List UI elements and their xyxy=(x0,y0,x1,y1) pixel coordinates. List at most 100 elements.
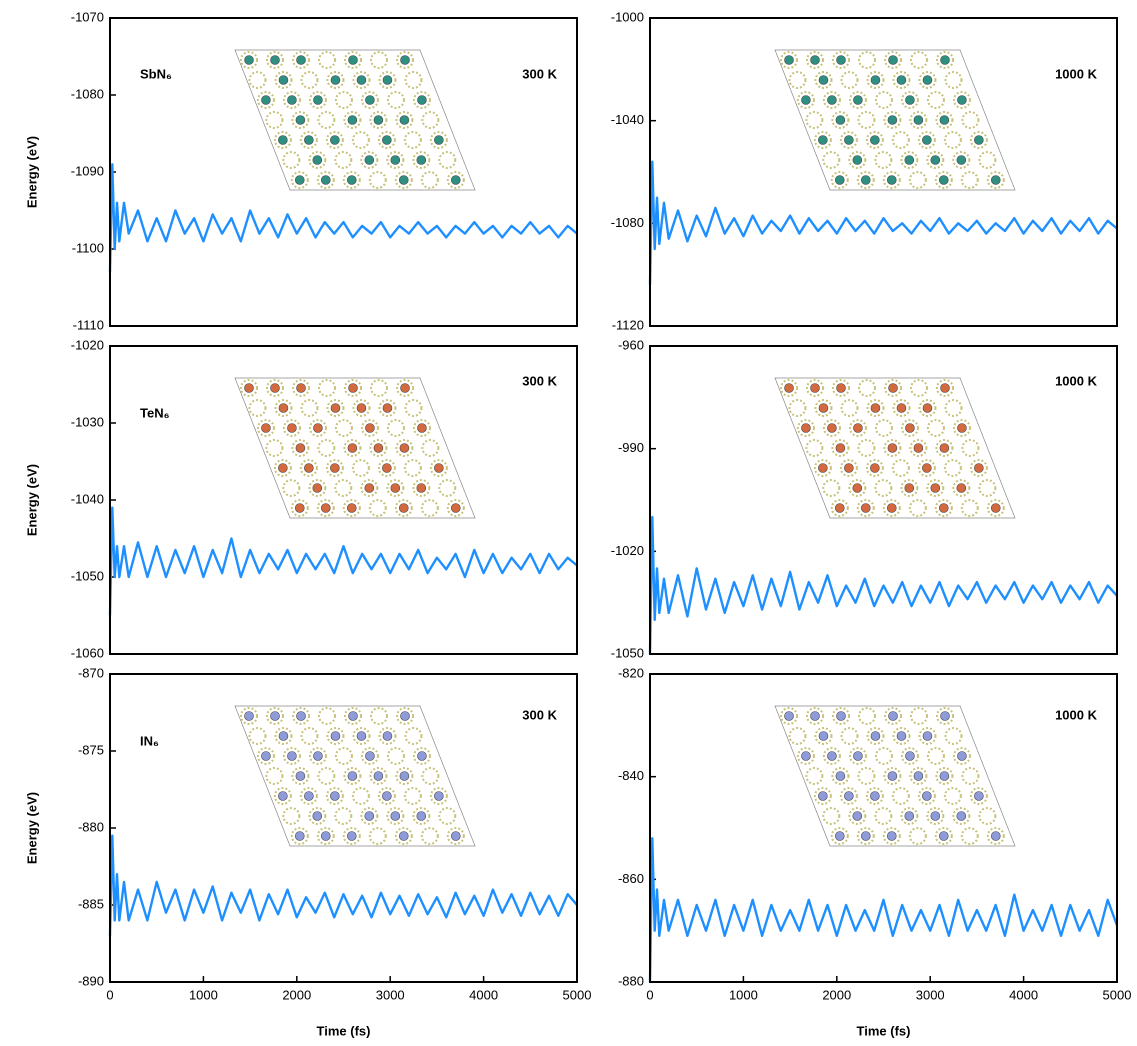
atom xyxy=(382,403,393,413)
material-label: IN₆ xyxy=(140,733,159,748)
atom xyxy=(313,95,323,105)
ring xyxy=(943,787,962,805)
ring xyxy=(926,91,945,109)
ring xyxy=(944,71,963,89)
atom xyxy=(296,55,306,65)
atom xyxy=(870,135,880,145)
atom xyxy=(887,115,898,125)
ring xyxy=(796,747,815,765)
ring xyxy=(856,499,875,517)
ring xyxy=(377,131,396,149)
atom xyxy=(346,831,357,841)
atom xyxy=(990,175,1001,185)
ring xyxy=(936,707,954,725)
y-axis-label: Energy (eV) xyxy=(24,792,39,864)
ring xyxy=(446,499,465,517)
ring xyxy=(952,151,971,169)
ring xyxy=(290,171,309,189)
atom xyxy=(278,75,289,85)
atom xyxy=(348,55,358,65)
ring xyxy=(292,707,310,725)
atom xyxy=(382,135,392,145)
atom xyxy=(382,463,392,473)
atom xyxy=(417,95,427,105)
ring xyxy=(317,767,336,785)
atom xyxy=(294,503,305,513)
plot-frame xyxy=(109,673,578,983)
atom xyxy=(399,443,410,453)
ring xyxy=(814,399,833,417)
ring xyxy=(918,727,937,745)
y-tick-label: -880 xyxy=(618,973,644,988)
y-tick-label: -1000 xyxy=(611,9,644,24)
ring xyxy=(848,807,867,825)
ring xyxy=(926,747,945,765)
ring xyxy=(352,399,371,417)
atom xyxy=(957,95,967,105)
atom xyxy=(938,503,949,513)
atom xyxy=(346,175,357,185)
ring xyxy=(342,171,361,189)
atom xyxy=(295,115,306,125)
ring xyxy=(421,767,440,785)
ring xyxy=(943,131,962,149)
atom xyxy=(398,175,409,185)
atom xyxy=(278,403,289,413)
ring xyxy=(290,499,309,517)
ring xyxy=(273,787,292,805)
structure-inset xyxy=(774,49,1016,191)
ring xyxy=(291,767,310,785)
ring xyxy=(788,71,807,89)
atom xyxy=(922,75,933,85)
ring xyxy=(394,827,413,845)
ring xyxy=(256,91,275,109)
ring xyxy=(412,91,431,109)
ring xyxy=(403,459,422,477)
y-tick-label: -1030 xyxy=(71,414,104,429)
atom xyxy=(364,483,375,493)
energy-line xyxy=(108,163,578,273)
ring xyxy=(891,131,910,149)
atom xyxy=(810,55,820,65)
ring xyxy=(943,459,962,477)
ring xyxy=(908,827,927,845)
ring xyxy=(344,51,362,69)
atom xyxy=(853,751,863,761)
plot-frame xyxy=(649,673,1118,983)
ring xyxy=(377,459,396,477)
ring xyxy=(368,827,387,845)
ring xyxy=(343,111,362,129)
ring xyxy=(908,171,927,189)
ring xyxy=(780,707,798,725)
ring xyxy=(813,131,832,149)
atom xyxy=(810,383,820,393)
ring xyxy=(839,459,858,477)
y-tick-label: -840 xyxy=(618,768,644,783)
atom xyxy=(922,403,933,413)
atom xyxy=(860,831,871,841)
ring xyxy=(360,479,379,497)
atom xyxy=(295,443,306,453)
ring xyxy=(438,479,457,497)
ring xyxy=(351,787,370,805)
ring xyxy=(858,379,876,397)
atom xyxy=(450,831,461,841)
ring xyxy=(334,807,353,825)
ring xyxy=(813,787,832,805)
ring xyxy=(325,787,344,805)
ring xyxy=(830,499,849,517)
ring xyxy=(918,399,937,417)
atom xyxy=(913,771,924,781)
ring xyxy=(884,707,902,725)
atom xyxy=(278,731,289,741)
atom xyxy=(364,811,375,821)
atom xyxy=(939,443,950,453)
atom xyxy=(860,175,871,185)
ring xyxy=(326,71,345,89)
ring xyxy=(395,767,414,785)
ring xyxy=(882,827,901,845)
atom xyxy=(922,135,932,145)
ring xyxy=(240,51,258,69)
temperature-label: 300 K xyxy=(522,707,557,722)
